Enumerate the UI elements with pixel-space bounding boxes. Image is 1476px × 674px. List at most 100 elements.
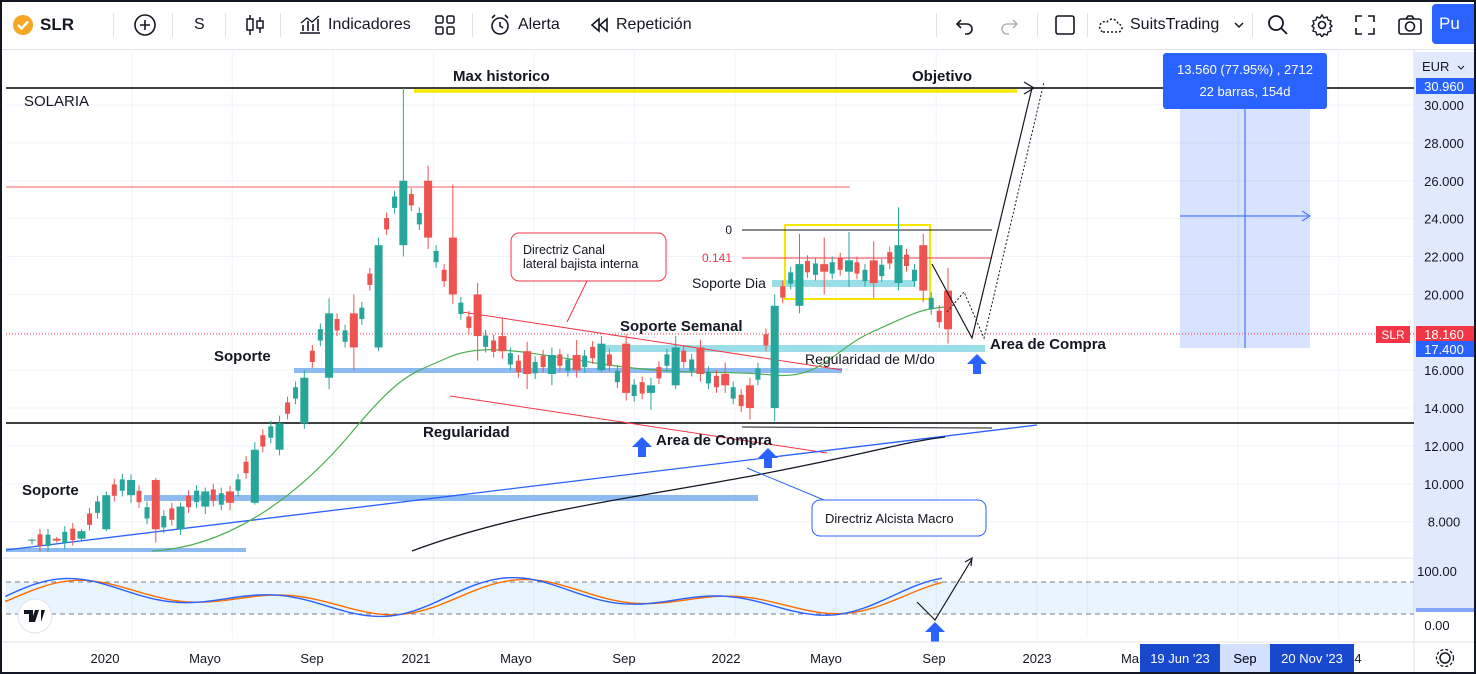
camera-icon: [1397, 14, 1423, 36]
candle-body: [681, 350, 687, 362]
candle-body: [285, 402, 291, 414]
candle-body: [911, 269, 917, 282]
candle-body: [894, 245, 903, 284]
oscillator-projection: [916, 558, 973, 621]
candle-body: [944, 290, 952, 330]
candle-body: [458, 302, 464, 314]
alert-button[interactable]: Alerta: [488, 2, 560, 48]
divider: [1037, 13, 1038, 37]
candle-body: [349, 313, 358, 348]
candle-body: [713, 375, 719, 388]
projection-path-solid: [931, 87, 1033, 340]
time-tick-label: 2021: [402, 651, 431, 666]
candle-body: [631, 384, 637, 397]
soporte-dia-band: [772, 280, 914, 287]
candle-body: [136, 490, 142, 503]
regularidad-mdo-label: Regularidad de M/do: [805, 351, 935, 367]
candle-body: [590, 346, 596, 359]
fib-0141-label: 0.141: [702, 251, 732, 265]
fullscreen-layout-button[interactable]: [1054, 2, 1076, 48]
stochastic-d-line: [5, 578, 943, 616]
candle-body: [119, 479, 125, 491]
search-button[interactable]: [1266, 2, 1290, 48]
soporte-label: Soporte: [214, 348, 271, 365]
time-range-middle: [1220, 644, 1270, 672]
price-marker-last-label: 18.160: [1424, 327, 1464, 342]
time-tick-label-sep: Sep: [1233, 651, 1256, 666]
candle-body: [770, 305, 779, 409]
candle-body: [424, 180, 433, 238]
candle-body: [664, 354, 670, 366]
candles-layer: [28, 87, 952, 552]
symbol-search[interactable]: SLR: [12, 2, 74, 48]
snapshot-button[interactable]: [1397, 2, 1423, 48]
compare-button[interactable]: [133, 2, 157, 48]
time-tick-label: 2020: [91, 651, 120, 666]
candle-body: [696, 347, 705, 374]
candle-body: [359, 307, 365, 320]
candle-body: [473, 294, 482, 337]
candle-body: [788, 272, 794, 284]
candle-body: [293, 387, 299, 399]
price-tick-label: 14.000: [1424, 401, 1464, 416]
square-icon: [1054, 14, 1076, 36]
replay-button[interactable]: Repetición: [588, 2, 692, 48]
measure-tooltip-line2: 22 barras, 154d: [1199, 84, 1290, 99]
layout-menu[interactable]: SuitsTrading: [1096, 2, 1245, 48]
symbol-label: SLR: [40, 15, 74, 34]
callout-box-channel: [510, 232, 667, 282]
redo-button[interactable]: [998, 2, 1020, 48]
candle-body: [28, 539, 36, 541]
candle-body: [523, 351, 532, 374]
area-compra-label-2: Area de Compra: [990, 336, 1107, 353]
candle-body: [689, 359, 695, 371]
candle-body: [300, 377, 309, 424]
directriz-alcista-macro-label: Directriz Alcista Macro: [825, 511, 954, 526]
candle-body: [738, 394, 744, 407]
price-tick-label: 26.000: [1424, 174, 1464, 189]
divider: [172, 13, 173, 37]
candle-body: [250, 449, 259, 503]
candle-body: [309, 350, 315, 362]
candle-body: [151, 480, 160, 530]
callout-channel-text-2: lateral bajista interna: [523, 257, 638, 271]
candle-body: [416, 212, 422, 225]
soporte-band-lower: [144, 495, 758, 501]
oscillator-projection-arrow: [964, 556, 973, 567]
price-marker-max-label: 30.960: [1424, 79, 1464, 94]
redo-icon: [998, 14, 1020, 36]
undo-button[interactable]: [954, 2, 976, 48]
settings-button[interactable]: [1310, 2, 1334, 48]
short-black-line: [741, 426, 993, 429]
candle-body: [127, 480, 136, 496]
time-tick-label: 2022: [712, 651, 741, 666]
price-marker-measure-label: 17.400: [1424, 342, 1464, 357]
candle-body: [77, 531, 86, 539]
divider: [1087, 13, 1088, 37]
oscillator-value-marker: [1416, 608, 1474, 612]
time-tick-label: Mayo: [189, 651, 221, 666]
alert-label: Alerta: [518, 16, 560, 33]
candle-body: [755, 368, 761, 380]
indicators-icon: [298, 13, 322, 37]
indicators-button[interactable]: Indicadores: [298, 2, 411, 48]
price-tick-label: 20.000: [1424, 287, 1464, 302]
time-marker-start: [1140, 644, 1220, 672]
publish-button[interactable]: Pu: [1432, 4, 1474, 44]
templates-button[interactable]: [434, 2, 456, 48]
candle-body: [384, 218, 390, 230]
candle-body: [201, 491, 210, 507]
interval-button[interactable]: S: [194, 2, 205, 48]
fullscreen-button[interactable]: [1354, 2, 1376, 48]
regularidad-label: Regularidad: [423, 424, 510, 441]
layout-name-label: SuitsTrading: [1130, 16, 1220, 33]
solaria-logo-icon: [12, 14, 34, 36]
candle-body: [441, 269, 447, 282]
candles-icon: [244, 13, 266, 37]
candle-body: [614, 370, 620, 383]
candle-body: [887, 252, 893, 264]
chart-type-button[interactable]: [244, 2, 266, 48]
price-marker-measure: [1416, 341, 1474, 357]
symbol-price-tag-label: SLR: [1381, 328, 1405, 342]
